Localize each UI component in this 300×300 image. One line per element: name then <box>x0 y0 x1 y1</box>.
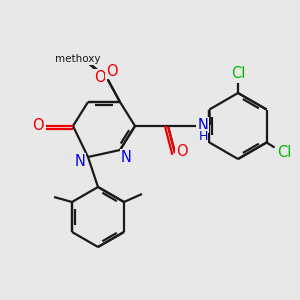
Text: Cl: Cl <box>231 65 245 80</box>
Text: N: N <box>75 154 86 169</box>
Text: N: N <box>121 149 131 164</box>
Text: Cl: Cl <box>278 145 292 160</box>
Text: O: O <box>94 70 106 85</box>
Text: O: O <box>176 143 188 158</box>
Text: methoxy: methoxy <box>55 54 101 64</box>
Text: O: O <box>32 118 44 134</box>
Text: O: O <box>106 64 118 79</box>
Text: H: H <box>198 130 208 142</box>
Text: N: N <box>198 118 208 133</box>
